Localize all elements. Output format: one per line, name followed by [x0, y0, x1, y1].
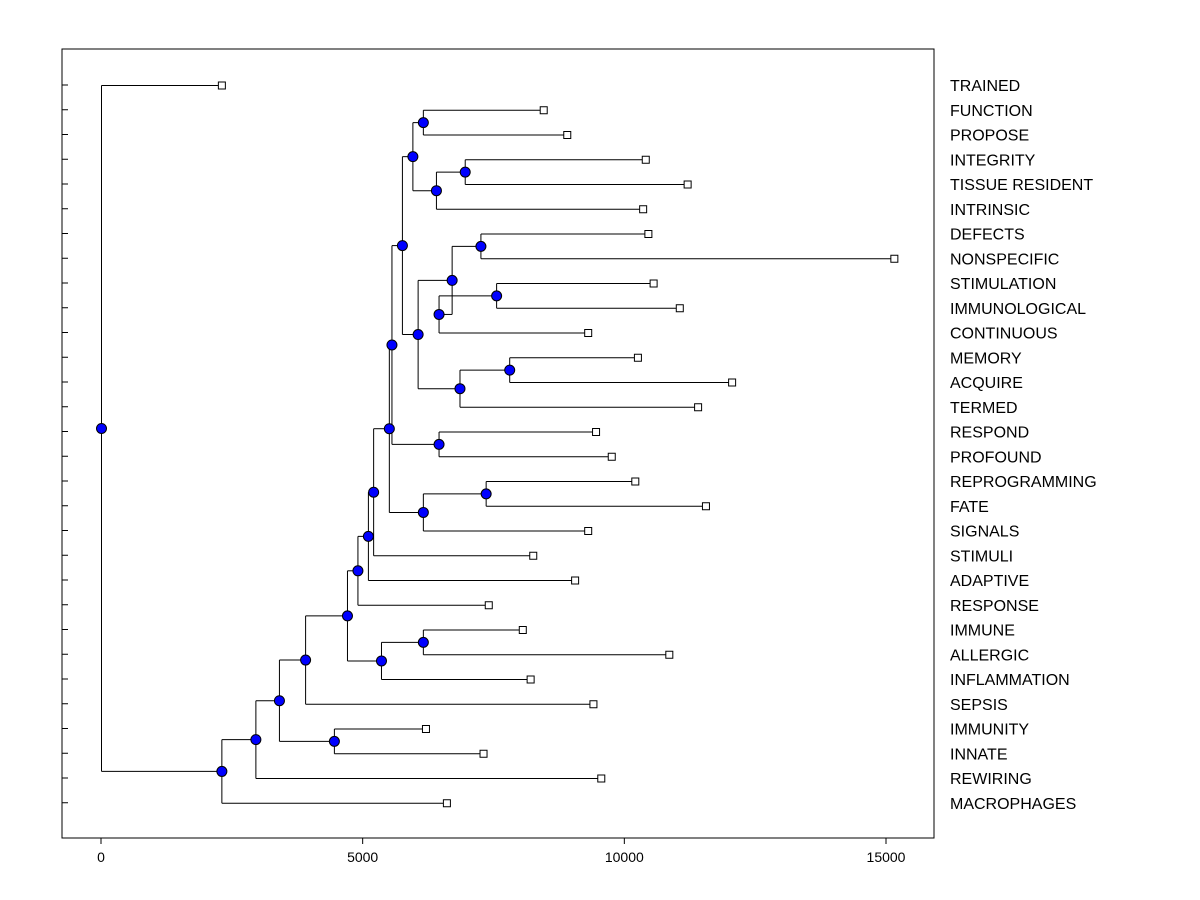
- leaf-marker-stimulation: [649, 279, 658, 288]
- leaf-label-stimuli: STIMULI: [950, 548, 1013, 565]
- leaf-label-profound: PROFOUND: [950, 449, 1042, 466]
- leaf-marker-fate: [701, 502, 710, 511]
- node-n17: [383, 423, 395, 435]
- leaf-label-sepsis: SEPSIS: [950, 697, 1008, 714]
- node-n26: [273, 695, 285, 707]
- leaf-label-reprogramming: REPROGRAMMING: [950, 474, 1097, 491]
- leaf-marker-defects: [644, 230, 653, 238]
- node-n25: [328, 735, 340, 747]
- node-n6: [491, 290, 503, 302]
- leaf-label-intrinsic: INTRINSIC: [950, 202, 1030, 219]
- leaf-label-response: RESPONSE: [950, 598, 1039, 615]
- leaf-label-immunity: IMMUNITY: [950, 722, 1029, 739]
- node-n11: [412, 329, 424, 341]
- node-n23: [341, 610, 353, 622]
- leaf-marker-acquire: [728, 378, 737, 387]
- node-n13: [433, 438, 445, 450]
- leaf-label-signals: SIGNALS: [950, 524, 1019, 541]
- leaf-marker-propose: [563, 131, 572, 139]
- leaf-marker-tissue-resident: [683, 180, 692, 189]
- plot-frame: [61, 48, 935, 839]
- node-n27: [250, 734, 262, 746]
- node-n28: [216, 765, 228, 777]
- node-n18: [368, 486, 380, 498]
- node-n21: [417, 636, 429, 648]
- node-n9: [504, 364, 516, 376]
- leaf-marker-signals: [584, 527, 593, 535]
- leaf-marker-allergic: [665, 650, 674, 659]
- leaf-label-trained: TRAINED: [950, 78, 1020, 95]
- leaf-label-continuous: CONTINUOUS: [950, 326, 1058, 343]
- leaf-label-stimulation: STIMULATION: [950, 276, 1056, 293]
- leaf-marker-intrinsic: [639, 205, 648, 214]
- leaf-marker-stimuli: [529, 551, 538, 560]
- leaf-marker-profound: [607, 452, 616, 461]
- leaf-marker-memory: [633, 353, 642, 362]
- leaf-marker-immunity: [421, 725, 430, 733]
- node-n10: [454, 383, 466, 395]
- leaf-label-respond: RESPOND: [950, 425, 1029, 442]
- leaf-marker-macrophages: [442, 799, 451, 808]
- leaf-marker-function: [539, 106, 548, 115]
- x-tick-label-10000: 10000: [605, 849, 644, 865]
- node-n19: [362, 530, 374, 542]
- leaf-marker-reprogramming: [631, 477, 640, 486]
- leaf-label-macrophages: MACROPHAGES: [950, 796, 1076, 813]
- leaf-label-function: FUNCTION: [950, 103, 1033, 120]
- leaf-marker-sepsis: [589, 700, 598, 709]
- x-tick-label-0: 0: [97, 849, 105, 865]
- leaf-label-rewiring: REWIRING: [950, 771, 1032, 788]
- leaf-marker-rewiring: [597, 774, 606, 783]
- node-n1: [417, 117, 429, 129]
- node-root: [96, 422, 107, 434]
- leaf-label-fate: FATE: [950, 499, 989, 516]
- node-n22: [375, 655, 387, 667]
- leaf-marker-immunological: [675, 304, 684, 313]
- leaf-label-propose: PROPOSE: [950, 128, 1029, 145]
- node-n8: [446, 274, 458, 286]
- leaf-marker-nonspecific: [890, 254, 899, 263]
- node-n16: [417, 506, 429, 518]
- leaf-label-integrity: INTEGRITY: [950, 152, 1036, 169]
- leaf-label-adaptive: ADAPTIVE: [950, 573, 1029, 590]
- leaf-marker-innate: [479, 749, 488, 758]
- leaf-label-innate: INNATE: [950, 746, 1007, 763]
- leaf-marker-immune: [518, 626, 527, 634]
- leaf-marker-respond: [592, 428, 601, 436]
- node-n3: [430, 185, 442, 197]
- node-n20: [352, 565, 364, 577]
- leaf-label-immune: IMMUNE: [950, 623, 1015, 640]
- node-n15: [480, 488, 492, 500]
- leaf-marker-trained: [217, 81, 226, 90]
- leaf-label-immunological: IMMUNOLOGICAL: [950, 301, 1086, 318]
- leaf-label-memory: MEMORY: [950, 350, 1022, 367]
- node-n5: [475, 240, 487, 252]
- leaf-marker-termed: [694, 403, 703, 412]
- leaf-label-allergic: ALLERGIC: [950, 647, 1029, 664]
- leaf-marker-inflammation: [526, 675, 535, 684]
- node-n24: [300, 654, 312, 666]
- leaf-label-tissue-resident: TISSUE RESIDENT: [950, 177, 1093, 194]
- node-n4: [407, 151, 419, 163]
- leaf-marker-integrity: [641, 155, 650, 164]
- node-n7: [433, 308, 445, 320]
- leaf-label-acquire: ACQUIRE: [950, 375, 1023, 392]
- leaf-label-termed: TERMED: [950, 400, 1018, 417]
- leaf-marker-adaptive: [571, 576, 580, 585]
- leaf-label-defects: DEFECTS: [950, 227, 1025, 244]
- node-n12: [396, 240, 408, 252]
- leaf-marker-continuous: [584, 329, 593, 337]
- leaf-label-nonspecific: NONSPECIFIC: [950, 251, 1059, 268]
- leaf-marker-response: [484, 601, 493, 610]
- node-n14: [386, 339, 398, 351]
- x-tick-label-5000: 5000: [347, 849, 378, 865]
- x-tick-label-15000: 15000: [867, 849, 906, 865]
- node-n2: [459, 166, 471, 178]
- leaf-label-inflammation: INFLAMMATION: [950, 672, 1070, 689]
